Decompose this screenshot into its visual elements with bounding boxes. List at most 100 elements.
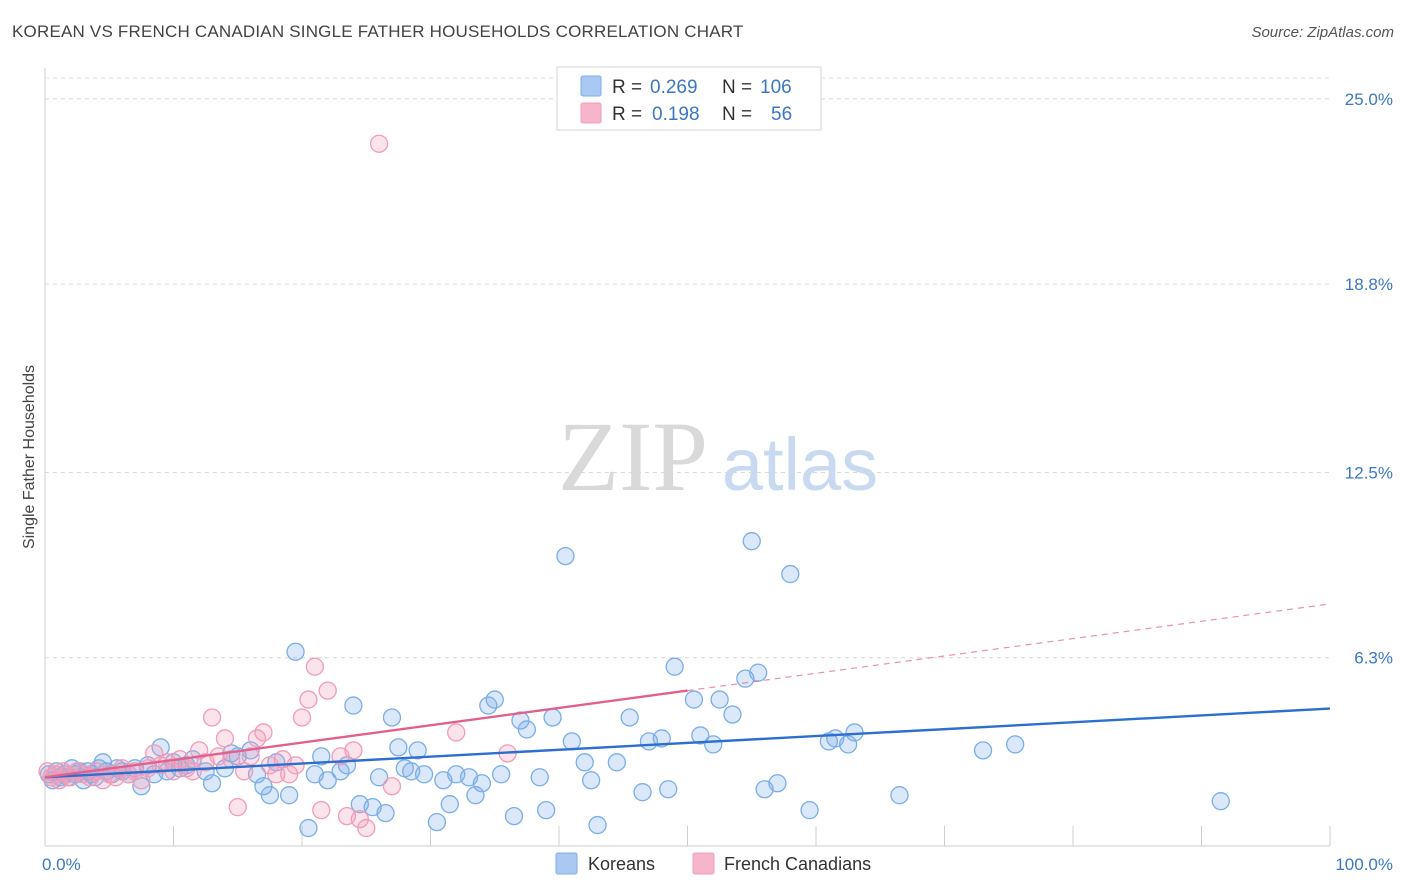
french-canadian-point-36	[254, 723, 273, 742]
korean-point-88	[691, 726, 710, 745]
korean-point-85	[659, 780, 678, 799]
korean-point-75	[556, 546, 575, 566]
french-canadian-point-45	[312, 800, 331, 820]
korean-point-105	[1006, 735, 1025, 754]
legend-n-value-french-canadians: 56	[771, 104, 792, 125]
korean-point-68	[492, 765, 511, 784]
korean-point-102	[845, 723, 864, 742]
french-canadian-point-44	[305, 657, 325, 676]
korean-point-87	[684, 690, 704, 709]
french-canadian-point-34	[241, 747, 260, 766]
ticks: 6.3% 12.5% 18.8% 25.0% 0.0% 100.0%	[42, 90, 1393, 874]
y-tick-label-0: 6.3%	[1354, 649, 1393, 668]
korean-point-81	[620, 708, 639, 727]
french-canadian-point-30	[215, 729, 235, 748]
korean-point-69	[504, 806, 524, 826]
korean-point-54	[389, 738, 408, 757]
korean-point-86	[665, 657, 684, 676]
series-legend-swatch-koreans	[555, 852, 578, 875]
french-canadian-point-25	[183, 762, 202, 781]
series-legend-swatch-french-canadians	[692, 852, 715, 875]
korean-point-104	[973, 741, 993, 760]
korean-point-72	[530, 768, 549, 787]
y-axis-label: Single Father Households	[21, 365, 38, 549]
grid	[45, 77, 1330, 659]
korean-point-53	[382, 708, 402, 727]
french-canadian-point-46	[318, 681, 337, 700]
korean-point-61	[440, 795, 459, 814]
french-canadian-point-28	[202, 708, 222, 727]
y-tick-label-1: 12.5%	[1345, 463, 1393, 482]
korean-point-91	[723, 705, 742, 724]
french-canadian-point-40	[279, 765, 299, 784]
watermark-zip: ZIP	[558, 401, 708, 512]
korean-point-45	[318, 771, 337, 790]
korean-point-80	[607, 753, 626, 772]
french-canadian-point-53	[382, 777, 402, 796]
x-tick-label-min: 0.0%	[42, 855, 81, 874]
legend-n-label-french-canadians: N =	[722, 104, 752, 125]
korean-point-65	[472, 774, 492, 793]
korean-point-94	[749, 663, 768, 682]
korean-point-97	[781, 564, 800, 584]
korean-point-57	[408, 741, 427, 760]
korean-point-93	[742, 532, 761, 551]
korean-point-74	[543, 708, 562, 727]
korean-point-42	[299, 818, 318, 838]
korean-point-41	[286, 642, 305, 661]
series-legend-label-koreans: Koreans	[588, 854, 655, 874]
korean-point-76	[562, 732, 581, 751]
korean-point-78	[581, 771, 601, 790]
y-tick-label-3: 25.0%	[1345, 90, 1393, 109]
french-canadian-point-43	[299, 690, 318, 709]
korean-point-82	[633, 783, 652, 802]
korean-point-103	[890, 786, 909, 805]
legend-n-label-koreans: N =	[722, 77, 752, 98]
french-canadian-point-51	[357, 818, 376, 838]
french-canadian-point-52	[369, 134, 389, 153]
legend-swatch-koreans	[580, 75, 602, 97]
french-canadian-point-49	[344, 741, 363, 760]
french-canadian-point-50	[350, 809, 369, 829]
korean-point-48	[344, 696, 363, 715]
korean-point-51	[369, 768, 389, 787]
legend-r-label-french-canadians: R =	[612, 104, 642, 125]
korean-point-84	[652, 729, 671, 748]
source-attribution: Source: ZipAtlas.com	[1251, 24, 1394, 41]
korean-point-96	[768, 774, 787, 793]
french-canadian-point-42	[292, 708, 312, 727]
series-legend-label-french-canadians: French Canadians	[724, 854, 871, 874]
korean-point-90	[710, 690, 729, 709]
korean-point-58	[414, 765, 434, 784]
legend-r-value-koreans: 0.269	[650, 77, 698, 98]
legend-n-value-koreans: 106	[760, 77, 792, 98]
korean-point-59	[427, 812, 447, 832]
korean-point-77	[575, 753, 594, 772]
korean-point-38	[260, 786, 280, 805]
trend-lines	[44, 603, 1331, 779]
korean-point-106	[1211, 792, 1230, 811]
korean-point-52	[376, 803, 395, 823]
x-tick-label-max: 100.0%	[1335, 855, 1393, 874]
korean-point-98	[800, 800, 819, 820]
chart-title: KOREAN VS FRENCH CANADIAN SINGLE FATHER …	[12, 22, 744, 41]
stats-legend: R = 0.269 N = 106 R = 0.198 N = 56	[556, 66, 822, 131]
korean-point-71	[517, 720, 537, 739]
legend-swatch-french-canadians	[580, 102, 602, 124]
french-canadian-point-54	[447, 723, 466, 742]
legend-r-label-koreans: R =	[612, 77, 642, 98]
watermark-atlas: atlas	[722, 423, 878, 506]
korean-point-89	[704, 735, 723, 754]
korean-point-79	[588, 815, 607, 835]
french-canadian-trend-line	[44, 689, 688, 779]
axes	[44, 68, 1331, 847]
korean-point-44	[312, 747, 331, 766]
series-legend: Koreans French Canadians	[555, 852, 871, 875]
korean-point-31	[202, 774, 222, 793]
korean-point-37	[254, 777, 273, 796]
korean-trend-line	[44, 707, 1331, 779]
korean-point-40	[279, 786, 299, 805]
y-tick-label-2: 18.8%	[1345, 275, 1393, 294]
french-canadian-point-32	[228, 798, 247, 817]
korean-point-67	[485, 690, 504, 709]
